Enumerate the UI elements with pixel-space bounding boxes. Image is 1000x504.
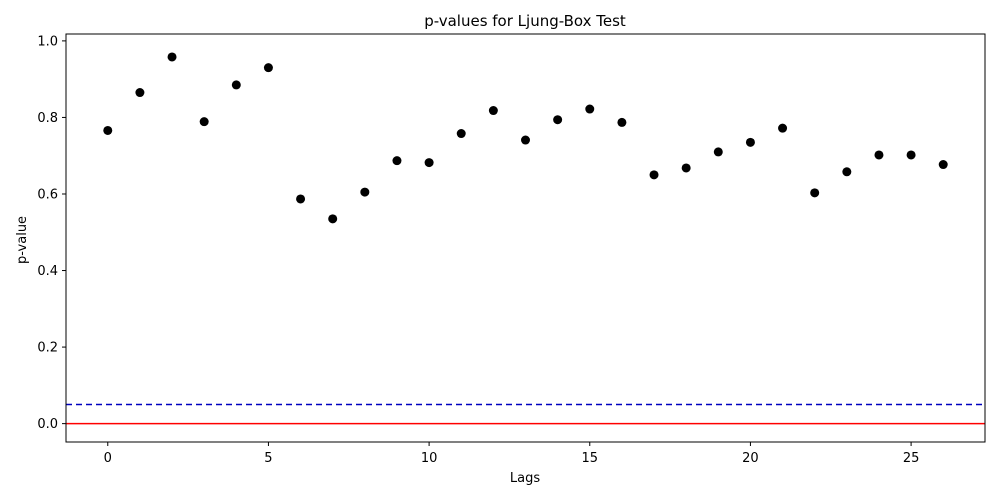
data-point — [135, 88, 145, 98]
data-point — [906, 150, 916, 160]
data-points — [103, 52, 948, 224]
data-point — [199, 117, 209, 127]
y-axis-label: p-value — [15, 216, 30, 264]
data-point — [328, 214, 338, 224]
data-point — [263, 63, 273, 73]
x-axis-ticks: 0 5 10 15 20 25 — [104, 442, 920, 466]
data-point — [874, 150, 884, 160]
x-tick-label: 5 — [264, 451, 272, 466]
y-tick-label: 0.0 — [37, 417, 58, 432]
x-tick-label: 25 — [903, 451, 920, 466]
data-point — [424, 158, 434, 168]
data-point — [649, 170, 659, 180]
data-point — [167, 52, 177, 62]
data-point — [488, 106, 498, 116]
x-tick-label: 20 — [742, 451, 759, 466]
x-axis-label: Lags — [510, 471, 540, 486]
y-tick-label: 0.8 — [37, 111, 58, 126]
data-point — [713, 147, 723, 157]
data-point — [456, 129, 466, 139]
y-axis-ticks: 0.0 0.2 0.4 0.6 0.8 1.0 — [37, 34, 66, 432]
data-point — [521, 135, 530, 145]
data-point — [842, 167, 852, 177]
data-point — [103, 125, 113, 135]
data-point — [745, 137, 755, 147]
x-tick-label: 0 — [104, 451, 112, 466]
data-point — [360, 187, 370, 197]
data-point — [938, 160, 948, 170]
data-point — [585, 104, 595, 114]
y-tick-label: 1.0 — [37, 34, 58, 49]
data-point — [810, 188, 820, 198]
x-tick-label: 15 — [581, 451, 598, 466]
y-tick-label: 0.2 — [37, 341, 58, 356]
reference-lines — [66, 403, 985, 425]
data-point — [778, 123, 788, 133]
data-point — [681, 163, 691, 173]
y-tick-label: 0.6 — [37, 187, 58, 202]
data-point — [296, 194, 306, 204]
data-point — [231, 80, 241, 90]
data-point — [553, 115, 563, 125]
chart-title: p-values for Ljung-Box Test — [424, 12, 626, 30]
x-tick-label: 10 — [421, 451, 438, 466]
y-tick-label: 0.4 — [37, 264, 58, 279]
plot-frame — [65, 33, 986, 443]
data-point — [392, 156, 402, 166]
data-point — [617, 117, 627, 127]
